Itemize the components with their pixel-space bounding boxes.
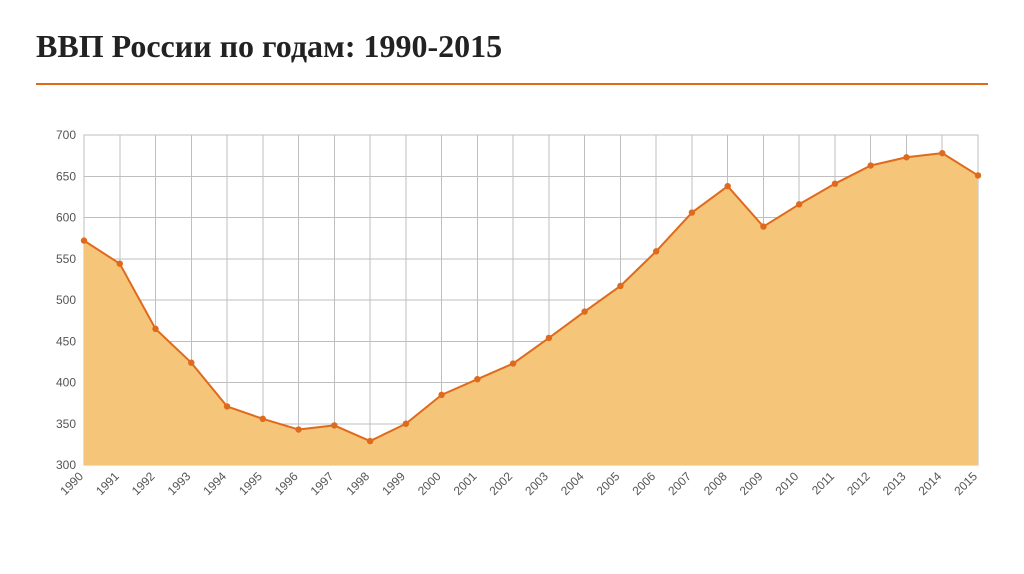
y-tick-label: 400: [56, 376, 76, 390]
chart-svg: 3003504004505005506006507001990199119921…: [36, 125, 996, 525]
y-tick-label: 500: [56, 293, 76, 307]
data-point: [367, 438, 373, 444]
data-point: [474, 376, 480, 382]
y-tick-label: 650: [56, 169, 76, 183]
page-title: ВВП России по годам: 1990-2015: [36, 28, 988, 65]
data-point: [510, 360, 516, 366]
data-point: [617, 283, 623, 289]
data-point: [760, 223, 766, 229]
y-tick-label: 700: [56, 128, 76, 142]
data-point: [724, 183, 730, 189]
y-tick-label: 450: [56, 334, 76, 348]
data-point: [653, 248, 659, 254]
data-point: [796, 201, 802, 207]
data-point: [117, 261, 123, 267]
data-point: [939, 150, 945, 156]
data-point: [832, 180, 838, 186]
data-point: [403, 421, 409, 427]
gdp-area-chart: 3003504004505005506006507001990199119921…: [36, 125, 988, 525]
data-point: [438, 392, 444, 398]
data-point: [975, 172, 981, 178]
y-tick-label: 600: [56, 211, 76, 225]
data-point: [188, 360, 194, 366]
data-point: [689, 209, 695, 215]
data-point: [295, 426, 301, 432]
y-tick-label: 300: [56, 458, 76, 472]
data-point: [868, 162, 874, 168]
y-tick-label: 350: [56, 417, 76, 431]
y-tick-label: 550: [56, 252, 76, 266]
data-point: [224, 403, 230, 409]
data-point: [260, 416, 266, 422]
data-point: [331, 422, 337, 428]
data-point: [546, 335, 552, 341]
title-rule: [36, 83, 988, 85]
data-point: [903, 154, 909, 160]
data-point: [81, 237, 87, 243]
data-point: [152, 326, 158, 332]
data-point: [581, 308, 587, 314]
